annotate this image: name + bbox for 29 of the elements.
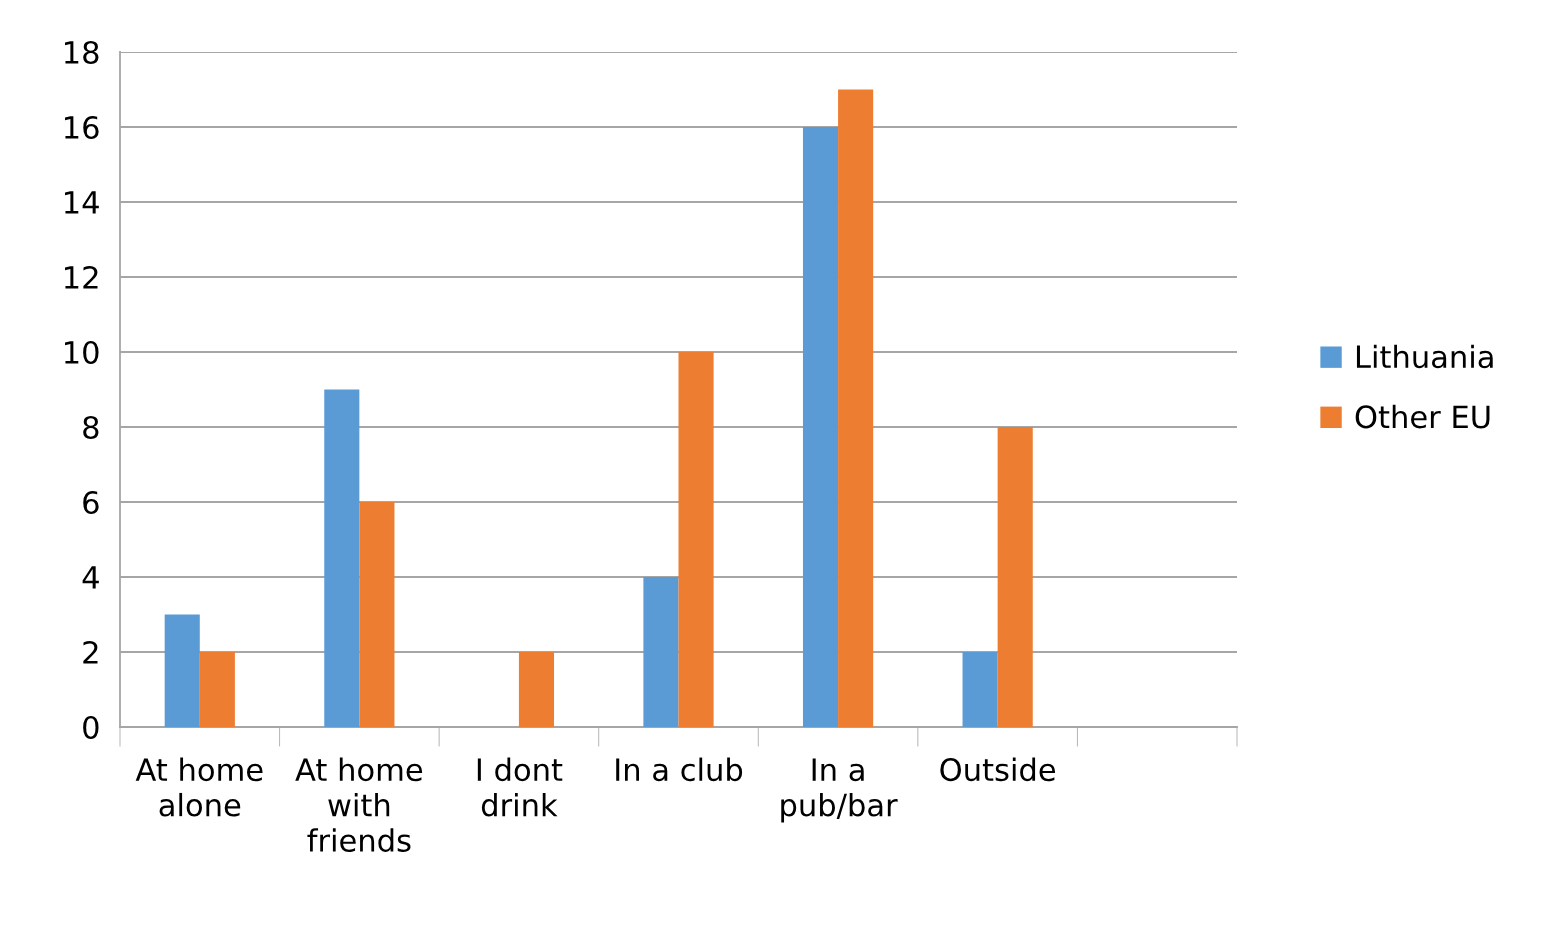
y-tick-label: 16 [65,115,99,140]
y-tick-label: 10 [65,340,99,365]
bar [199,652,235,727]
bar [518,652,555,727]
y-tick-label: 12 [65,265,98,289]
y-tick-label: 18 [65,40,99,65]
bar [164,614,200,727]
bar [838,89,874,727]
legend-label: Lithuania [1356,344,1493,369]
x-tick-label: Outside [940,757,1056,782]
bar [802,127,839,727]
bar [359,502,395,727]
bar [962,652,998,727]
y-tick-label: 4 [82,566,99,589]
x-tick-label: At home with friends [295,757,423,852]
y-tick-label: 8 [83,415,99,440]
x-tick-label: In a pub/bar [781,758,898,823]
bar [678,352,714,727]
y-tick-label: 14 [65,191,99,214]
bar [997,427,1033,727]
y-tick-label: 2 [83,640,98,664]
legend-label: Other EU [1355,404,1490,429]
bar [324,389,360,727]
y-tick-label: 0 [83,715,99,740]
x-tick-label: I dont drink [477,757,563,817]
x-tick-label: In a club [616,757,743,782]
x-tick-label: At home alone [135,757,263,817]
bar [643,577,679,727]
y-tick-label: 6 [83,490,99,515]
